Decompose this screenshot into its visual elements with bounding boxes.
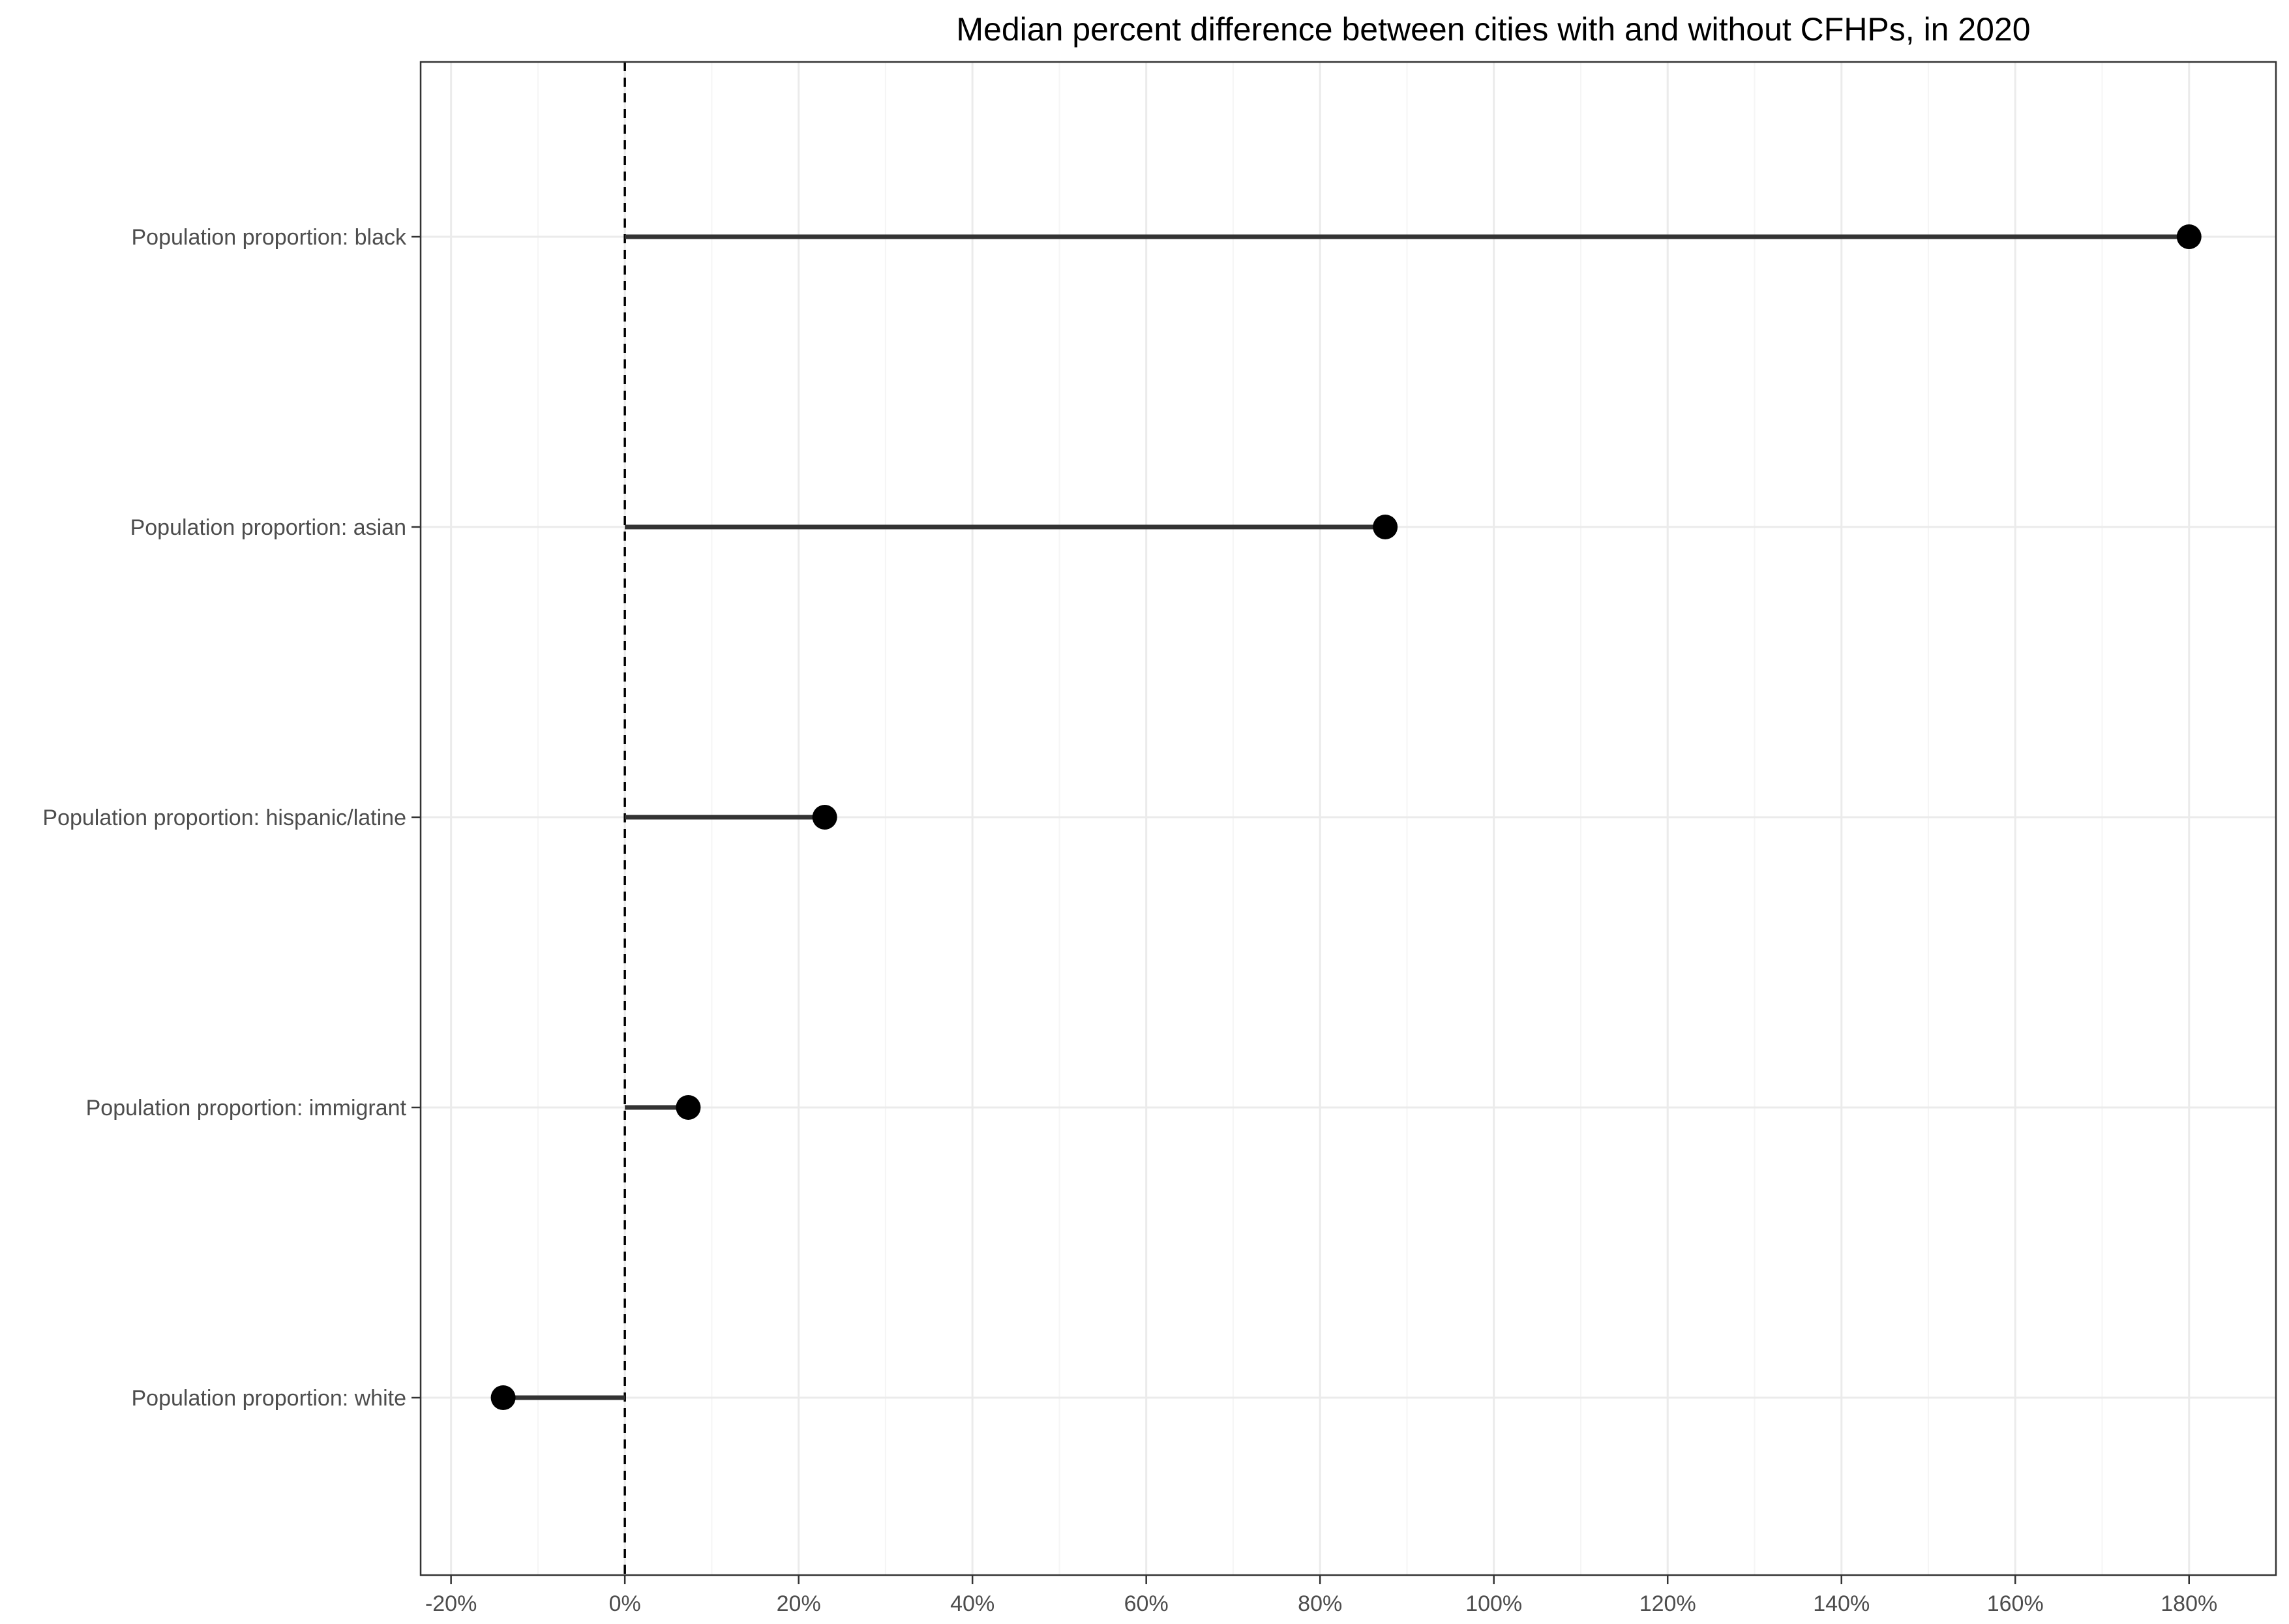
y-tick-label: Population proportion: immigrant [86,1096,407,1120]
panel-border [419,61,2277,1576]
lollipop-point [490,1385,516,1410]
marks-layer [490,224,2202,1410]
x-axis: -20% 0% 20% 40% 60% 80% 100% 120% 140% 160% 180% [425,1575,2217,1616]
x-tick-label: 100% [1465,1591,1522,1616]
x-tick-label: 60% [1124,1591,1169,1616]
x-tick-label: 80% [1298,1591,1342,1616]
y-tick-label: Population proportion: black [132,225,407,250]
x-tick-label: -20% [425,1591,477,1616]
x-tick-label: 140% [1813,1591,1870,1616]
x-tick-label: 0% [609,1591,641,1616]
x-tick-label: 120% [1639,1591,1696,1616]
x-tick-label: 40% [950,1591,995,1616]
lollipop-point [676,1095,701,1120]
y-tick-label: Population proportion: white [132,1386,407,1411]
y-axis: Population proportion: black Population p… [42,225,421,1411]
lollipop-point [812,805,837,830]
lollipop-point [2176,224,2202,249]
x-tick-label: 20% [777,1591,821,1616]
y-tick-label: Population proportion: asian [130,515,406,540]
x-tick-label: 180% [2161,1591,2217,1616]
x-tick-label: 160% [1987,1591,2044,1616]
lollipop-point [1373,515,1398,539]
y-tick-label: Population proportion: hispanic/latine [42,805,406,830]
chart-title: Median percent difference between cities… [956,11,2030,48]
